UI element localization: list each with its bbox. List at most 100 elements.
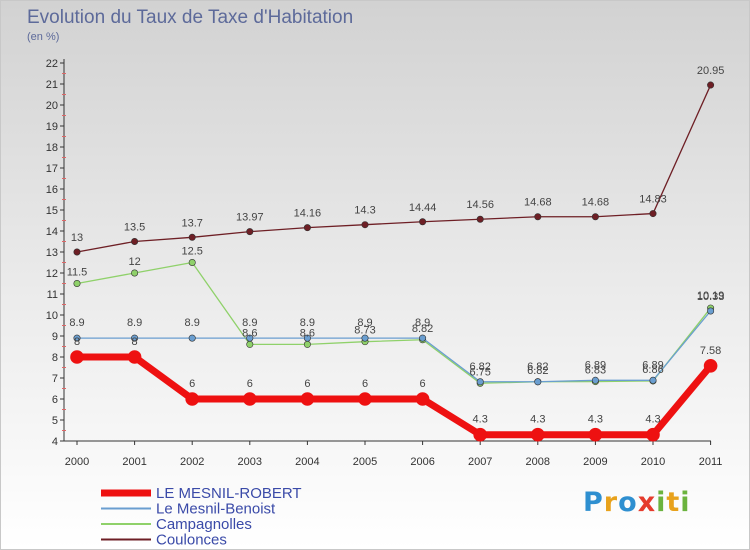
data-label-le-mesnil-benoist: 8.9	[300, 317, 315, 329]
data-point-le-mesnil-benoist	[476, 378, 484, 386]
y-tick-label: 14	[46, 226, 58, 238]
data-label-le-mesnil-benoist: 6.82	[527, 361, 548, 373]
data-label-coulonces: 14.68	[582, 197, 610, 209]
data-label-le-mesnil-robert: 7.58	[700, 345, 721, 357]
data-label-campagnolles: 6.75	[469, 366, 490, 378]
legend-label-campagnolles: Campagnolles	[156, 516, 252, 533]
data-label-le-mesnil-robert: 6	[362, 378, 368, 390]
data-label-coulonces: 14.56	[466, 199, 494, 211]
x-tick-label: 2002	[180, 456, 204, 468]
y-tick-label: 7	[52, 373, 58, 385]
data-point-le-mesnil-robert	[588, 427, 603, 442]
chart-title: Evolution du Taux de Taxe d'Habitation	[27, 7, 354, 28]
data-label-campagnolles: 6.82	[527, 365, 548, 377]
logo-letter: i	[656, 487, 667, 518]
data-label-campagnolles: 12	[128, 256, 140, 268]
data-point-le-mesnil-robert	[646, 427, 660, 442]
logo-letter: r	[603, 487, 619, 518]
x-tick-label: 2004	[295, 456, 319, 468]
data-label-coulonces: 14.44	[409, 202, 437, 214]
data-label-coulonces: 14.16	[294, 208, 322, 220]
y-tick-label: 15	[46, 205, 58, 217]
data-point-le-mesnil-robert	[703, 359, 718, 373]
series-line-le-mesnil-robert	[73, 353, 715, 439]
data-label-le-mesnil-robert: 4.3	[645, 414, 660, 426]
data-point-coulonces	[476, 215, 484, 223]
data-label-coulonces: 13.7	[181, 217, 202, 229]
series-line-le-mesnil-benoist	[76, 310, 712, 383]
y-tick-label: 8	[52, 352, 58, 364]
data-label-le-mesnil-robert: 8	[132, 336, 138, 348]
legend-label-coulonces: Coulonces	[156, 532, 227, 549]
x-tick-label: 2008	[526, 456, 550, 468]
data-point-le-mesnil-robert	[358, 392, 372, 406]
data-point-le-mesnil-benoist	[591, 376, 599, 384]
y-tick-label: 21	[46, 79, 58, 91]
data-point-le-mesnil-benoist	[534, 378, 542, 386]
data-point-le-mesnil-robert	[185, 392, 199, 406]
data-point-campagnolles	[73, 279, 81, 287]
data-label-le-mesnil-benoist: 6.89	[585, 359, 606, 371]
data-point-le-mesnil-benoist	[303, 334, 311, 342]
x-tick-label: 2009	[583, 456, 607, 468]
data-point-campagnolles	[131, 269, 139, 277]
data-point-le-mesnil-robert	[415, 392, 430, 406]
data-label-le-mesnil-robert: 4.3	[588, 414, 603, 426]
series-line-coulonces	[76, 84, 712, 253]
logo-letter: P	[583, 487, 604, 518]
data-label-campagnolles: 6.83	[585, 365, 606, 377]
logo-letter: t	[666, 487, 681, 518]
y-tick-label: 13	[46, 247, 58, 259]
data-point-coulonces	[649, 210, 657, 218]
x-tick-label: 2005	[353, 456, 377, 468]
legend-label-le-mesnil-benoist: Le Mesnil-Benoist	[156, 501, 276, 518]
data-label-le-mesnil-benoist: 8.9	[185, 317, 200, 329]
x-tick-label: 2011	[699, 456, 723, 468]
data-point-le-mesnil-benoist	[419, 334, 427, 342]
data-label-le-mesnil-robert: 8	[74, 336, 80, 348]
proxiti-logo: Proxiti	[583, 487, 691, 518]
data-point-coulonces	[707, 81, 715, 89]
y-tick-label: 4	[52, 436, 58, 448]
y-tick-label: 20	[46, 100, 58, 112]
data-point-le-mesnil-benoist	[649, 376, 657, 384]
data-label-le-mesnil-benoist: 8.9	[69, 317, 84, 329]
data-label-le-mesnil-benoist: 10.19	[697, 290, 725, 302]
data-label-le-mesnil-robert: 6	[420, 378, 426, 390]
data-label-coulonces: 13.5	[124, 222, 145, 234]
data-label-le-mesnil-robert: 4.3	[473, 414, 488, 426]
data-label-le-mesnil-robert: 6	[189, 378, 195, 390]
y-tick-label: 10	[46, 310, 58, 322]
data-label-coulonces: 20.95	[697, 65, 725, 77]
data-point-campagnolles	[246, 340, 254, 348]
data-label-campagnolles: 6.86	[642, 364, 663, 376]
y-tick-label: 9	[52, 331, 58, 343]
data-point-le-mesnil-robert	[70, 350, 84, 364]
data-label-coulonces: 14.83	[639, 194, 667, 206]
logo-letter: o	[618, 487, 638, 518]
data-point-coulonces	[361, 221, 369, 229]
legend-label-le-mesnil-robert: LE MESNIL-ROBERT	[156, 485, 302, 502]
y-tick-label: 19	[46, 121, 58, 133]
data-label-campagnolles: 8.82	[412, 323, 433, 335]
data-point-le-mesnil-benoist	[707, 307, 715, 315]
data-label-campagnolles: 8.6	[242, 327, 257, 339]
x-tick-label: 2010	[641, 456, 665, 468]
data-label-campagnolles: 8.6	[300, 327, 315, 339]
y-tick-label: 16	[46, 184, 58, 196]
data-label-le-mesnil-benoist: 8.9	[242, 317, 257, 329]
data-label-coulonces: 13.97	[236, 212, 264, 224]
x-tick-label: 2003	[238, 456, 262, 468]
data-point-campagnolles	[303, 340, 311, 348]
data-label-le-mesnil-benoist: 8.9	[357, 317, 372, 329]
series-line-campagnolles	[76, 261, 712, 384]
y-tick-label: 12	[46, 268, 58, 280]
data-label-le-mesnil-benoist: 8.9	[415, 317, 430, 329]
y-tick-label: 22	[46, 58, 58, 70]
y-tick-label: 5	[52, 415, 58, 427]
data-label-le-mesnil-robert: 6	[247, 378, 253, 390]
y-tick-label: 18	[46, 142, 58, 154]
data-label-le-mesnil-benoist: 6.82	[469, 361, 490, 373]
